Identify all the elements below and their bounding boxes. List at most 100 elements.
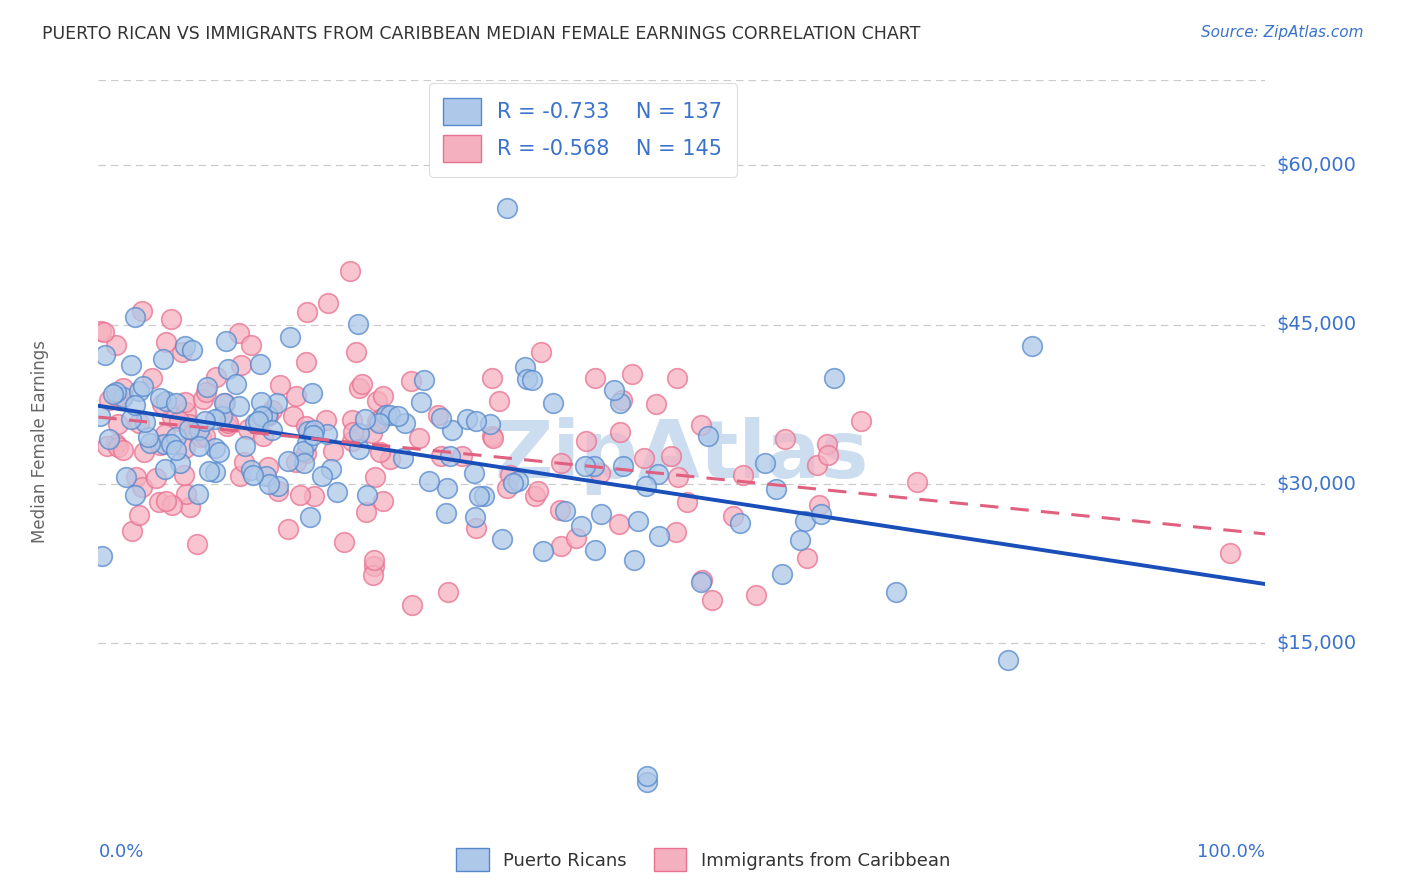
Point (174, 487, 197, 501)
Point (530, 344, 553, 359)
Point (610, 392, 633, 407)
Point (280, 329, 302, 343)
Point (284, 389, 307, 403)
Point (90, 324, 112, 338)
Point (173, 468, 195, 483)
Point (430, 410, 453, 425)
Point (162, 499, 184, 513)
Point (301, 386, 323, 401)
Point (165, 430, 187, 444)
Point (311, 469, 333, 483)
Point (94, 348, 117, 362)
Point (361, 568, 384, 582)
Point (238, 422, 260, 436)
Point (375, 409, 398, 423)
Point (627, 514, 650, 528)
Point (905, 475, 928, 489)
Point (148, 494, 170, 508)
Point (179, 422, 201, 436)
Point (439, 450, 461, 464)
Point (633, 450, 655, 465)
Point (180, 343, 202, 358)
Point (481, 429, 503, 443)
Point (550, 456, 572, 470)
Point (347, 442, 370, 456)
Point (623, 553, 645, 567)
Point (292, 456, 315, 470)
Point (789, 533, 811, 547)
Point (149, 437, 172, 451)
Point (689, 575, 711, 590)
Point (702, 593, 724, 607)
Point (339, 264, 361, 278)
Point (187, 486, 209, 500)
Point (120, 412, 142, 426)
Point (177, 417, 200, 431)
Point (589, 466, 612, 480)
Point (1021, 339, 1043, 353)
Point (429, 449, 451, 463)
Point (409, 395, 432, 409)
Point (125, 469, 148, 483)
Point (288, 487, 311, 501)
Point (191, 392, 214, 406)
Point (368, 445, 391, 459)
Point (666, 470, 689, 484)
Point (589, 507, 612, 521)
Point (249, 357, 271, 371)
Point (354, 411, 377, 425)
Point (211, 409, 233, 423)
Point (609, 396, 631, 410)
Point (121, 524, 143, 538)
Point (267, 479, 290, 493)
Point (284, 455, 307, 469)
Point (583, 543, 606, 558)
Point (775, 432, 797, 446)
Text: 100.0%: 100.0% (1198, 843, 1265, 861)
Point (690, 417, 713, 432)
Point (612, 459, 634, 474)
Point (269, 377, 291, 392)
Point (464, 521, 486, 535)
Point (245, 416, 267, 430)
Point (434, 506, 457, 520)
Point (134, 415, 156, 429)
Point (322, 443, 344, 458)
Point (250, 409, 273, 423)
Point (198, 464, 221, 478)
Point (364, 469, 387, 483)
Point (124, 310, 146, 325)
Point (513, 360, 536, 375)
Point (481, 371, 503, 385)
Point (481, 431, 503, 445)
Point (188, 423, 211, 437)
Point (132, 445, 155, 459)
Point (149, 391, 172, 405)
Point (456, 411, 478, 425)
Point (204, 441, 226, 455)
Point (217, 362, 239, 376)
Point (259, 476, 281, 491)
Point (96, 439, 118, 453)
Point (256, 460, 278, 475)
Point (647, 529, 669, 543)
Point (190, 430, 212, 444)
Point (491, 532, 513, 546)
Point (229, 468, 252, 483)
Point (214, 396, 236, 410)
Point (634, 479, 657, 493)
Point (387, 409, 409, 423)
Point (371, 389, 394, 403)
Point (465, 414, 488, 428)
Point (240, 463, 263, 477)
Point (155, 393, 177, 408)
Point (262, 423, 284, 437)
Point (101, 386, 124, 401)
Point (233, 440, 256, 454)
Point (204, 412, 226, 426)
Point (174, 339, 197, 353)
Point (636, 774, 658, 789)
Point (350, 377, 373, 392)
Point (315, 413, 337, 427)
Point (574, 459, 596, 474)
